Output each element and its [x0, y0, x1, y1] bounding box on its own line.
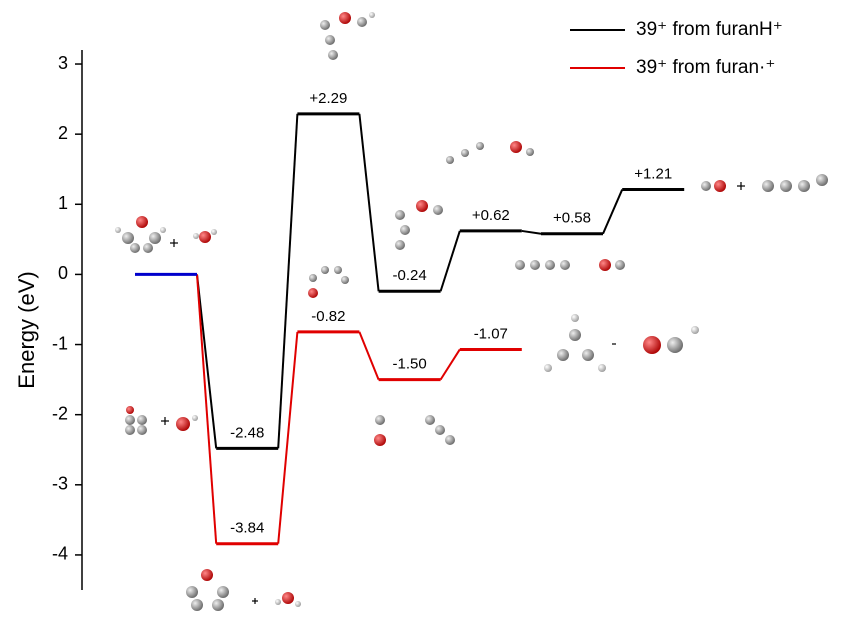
value-label: +0.58 [553, 210, 591, 227]
y-tick-label: 3 [58, 53, 68, 73]
chart: Energy (eV) -4 -3 -2 -1 0 1 2 3 -2.48 +2.29 -0.24 +… [0, 0, 842, 623]
value-label: -2.48 [230, 424, 264, 441]
connector [278, 332, 297, 544]
molecule [515, 259, 625, 271]
molecules [115, 12, 828, 611]
y-tick-label: -4 [52, 544, 68, 564]
y-tick-label: -1 [52, 333, 68, 353]
y-tick-label: -2 [52, 403, 68, 423]
connector [359, 114, 378, 291]
value-label: +0.62 [472, 207, 510, 224]
molecule [544, 314, 699, 372]
connector [441, 231, 460, 291]
molecule [701, 174, 828, 192]
value-label: -1.07 [474, 325, 508, 342]
molecule [186, 569, 301, 611]
y-tick-label: -3 [52, 474, 68, 494]
legend-label: 39⁺ from furan·⁺ [636, 57, 775, 78]
y-tick-label: 0 [58, 263, 68, 283]
molecule [115, 216, 217, 253]
value-label: +2.29 [309, 90, 347, 107]
connector [359, 332, 378, 380]
value-label: -0.24 [392, 267, 426, 284]
value-label: -3.84 [230, 520, 264, 537]
molecule [446, 141, 534, 164]
value-label: +1.21 [634, 166, 672, 183]
molecule [374, 415, 455, 446]
connector [197, 274, 216, 543]
connector [278, 114, 297, 449]
legend-label: 39⁺ from furanH⁺ [636, 19, 783, 40]
molecule [308, 266, 349, 298]
connector [522, 231, 541, 234]
y-tick-label: 1 [58, 193, 68, 213]
y-axis-label: Energy (eV) [14, 271, 39, 388]
connector [603, 190, 622, 234]
plus-signs [161, 182, 745, 604]
connector [441, 349, 460, 379]
molecule [395, 200, 443, 250]
molecule [320, 12, 375, 60]
value-label: -1.50 [392, 356, 426, 373]
value-label: -0.82 [311, 308, 345, 325]
y-tick-label: 2 [58, 123, 68, 143]
